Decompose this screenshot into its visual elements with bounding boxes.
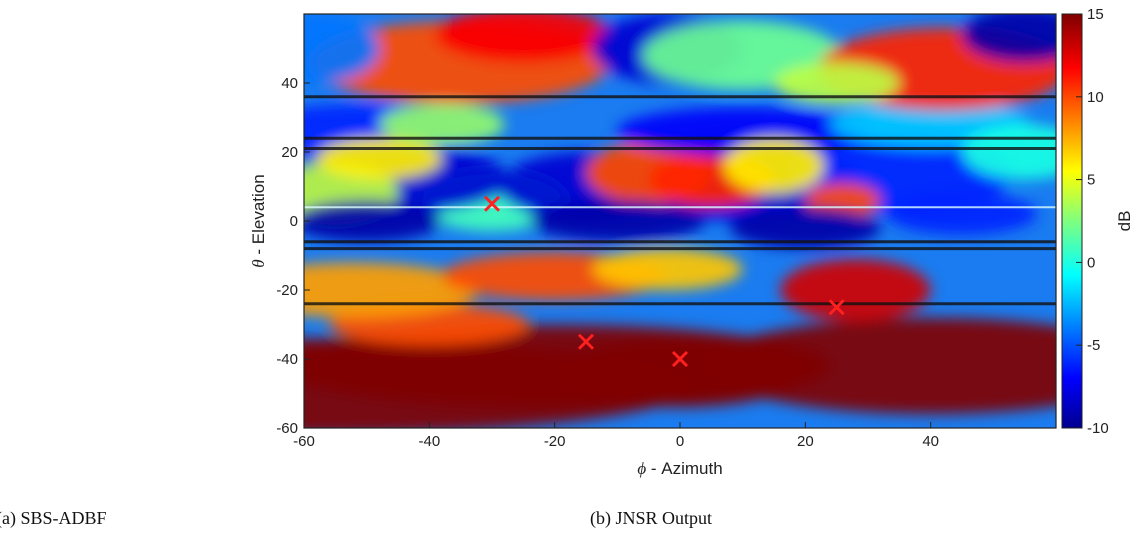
colorbar: -10 -5 0 5 10 15 dB — [1061, 6, 1134, 437]
y-tick-label: -40 — [276, 351, 298, 368]
x-tick-label: -40 — [418, 433, 440, 450]
colorbar-tick-label: 5 — [1087, 172, 1095, 189]
y-tick-label: 0 — [290, 213, 298, 230]
heatmap-region — [774, 62, 900, 104]
y-axis-ticks: -60 -40 -20 0 20 40 — [276, 75, 310, 437]
heatmap-region — [379, 103, 505, 146]
heatmap-region — [304, 262, 480, 318]
heatmap-region — [705, 317, 1056, 415]
heatmap-region — [316, 138, 442, 180]
colorbar-tick-label: 10 — [1087, 89, 1104, 106]
x-tick-label: 0 — [676, 433, 684, 450]
heatmap-plot: -60 -40 -20 0 20 40 -60 -40 -20 0 20 40 ϕ - Azimut… — [249, 13, 1057, 478]
heatmap-region — [304, 14, 380, 83]
heatmap-region — [592, 248, 743, 290]
heatmap-region — [730, 207, 881, 249]
source-marker — [671, 350, 689, 368]
source-marker — [483, 195, 501, 212]
caption-right: (b) JNSR Output — [590, 508, 713, 528]
colorbar-gradient — [1061, 13, 1083, 429]
x-axis-label: ϕ - Azimuth — [637, 459, 722, 478]
y-tick-label: 20 — [281, 144, 298, 161]
y-tick-label: 40 — [281, 75, 298, 92]
caption-left: (a) SBS-ADBF — [0, 508, 107, 528]
source-markers — [483, 195, 845, 368]
colorbar-tick-label: -10 — [1087, 420, 1109, 437]
heatmap-region — [617, 107, 869, 156]
source-marker — [577, 333, 595, 350]
y-tick-label: -60 — [276, 420, 298, 437]
heatmap-region — [435, 14, 612, 63]
heatmap-colour-field — [304, 14, 1056, 428]
x-axis-ticks: -60 -40 -20 0 20 40 — [293, 422, 939, 450]
x-tick-label: -60 — [293, 433, 315, 450]
heatmap-region — [304, 200, 442, 242]
colorbar-label: dB — [1115, 211, 1134, 232]
colorbar-tick-label: 15 — [1087, 6, 1104, 23]
heatmap-band-lines — [304, 95, 1056, 306]
y-tick-label: -20 — [276, 282, 298, 299]
colorbar-tick-label: -5 — [1087, 337, 1100, 354]
source-marker — [828, 299, 845, 316]
colorbar-tick-label: 0 — [1087, 254, 1095, 271]
x-tick-label: 40 — [922, 433, 939, 450]
heatmap-region — [962, 14, 1056, 63]
heatmap-region — [529, 200, 706, 242]
heatmap-region — [886, 193, 1038, 235]
y-axis-label: θ - Elevation — [249, 174, 268, 267]
heatmap-field — [304, 14, 1056, 428]
x-tick-label: 20 — [797, 433, 814, 450]
heatmap-region — [780, 258, 931, 322]
colorbar-ticks: -10 -5 0 5 10 15 — [1076, 6, 1109, 437]
heatmap-region — [723, 138, 825, 194]
x-tick-label: -20 — [544, 433, 566, 450]
